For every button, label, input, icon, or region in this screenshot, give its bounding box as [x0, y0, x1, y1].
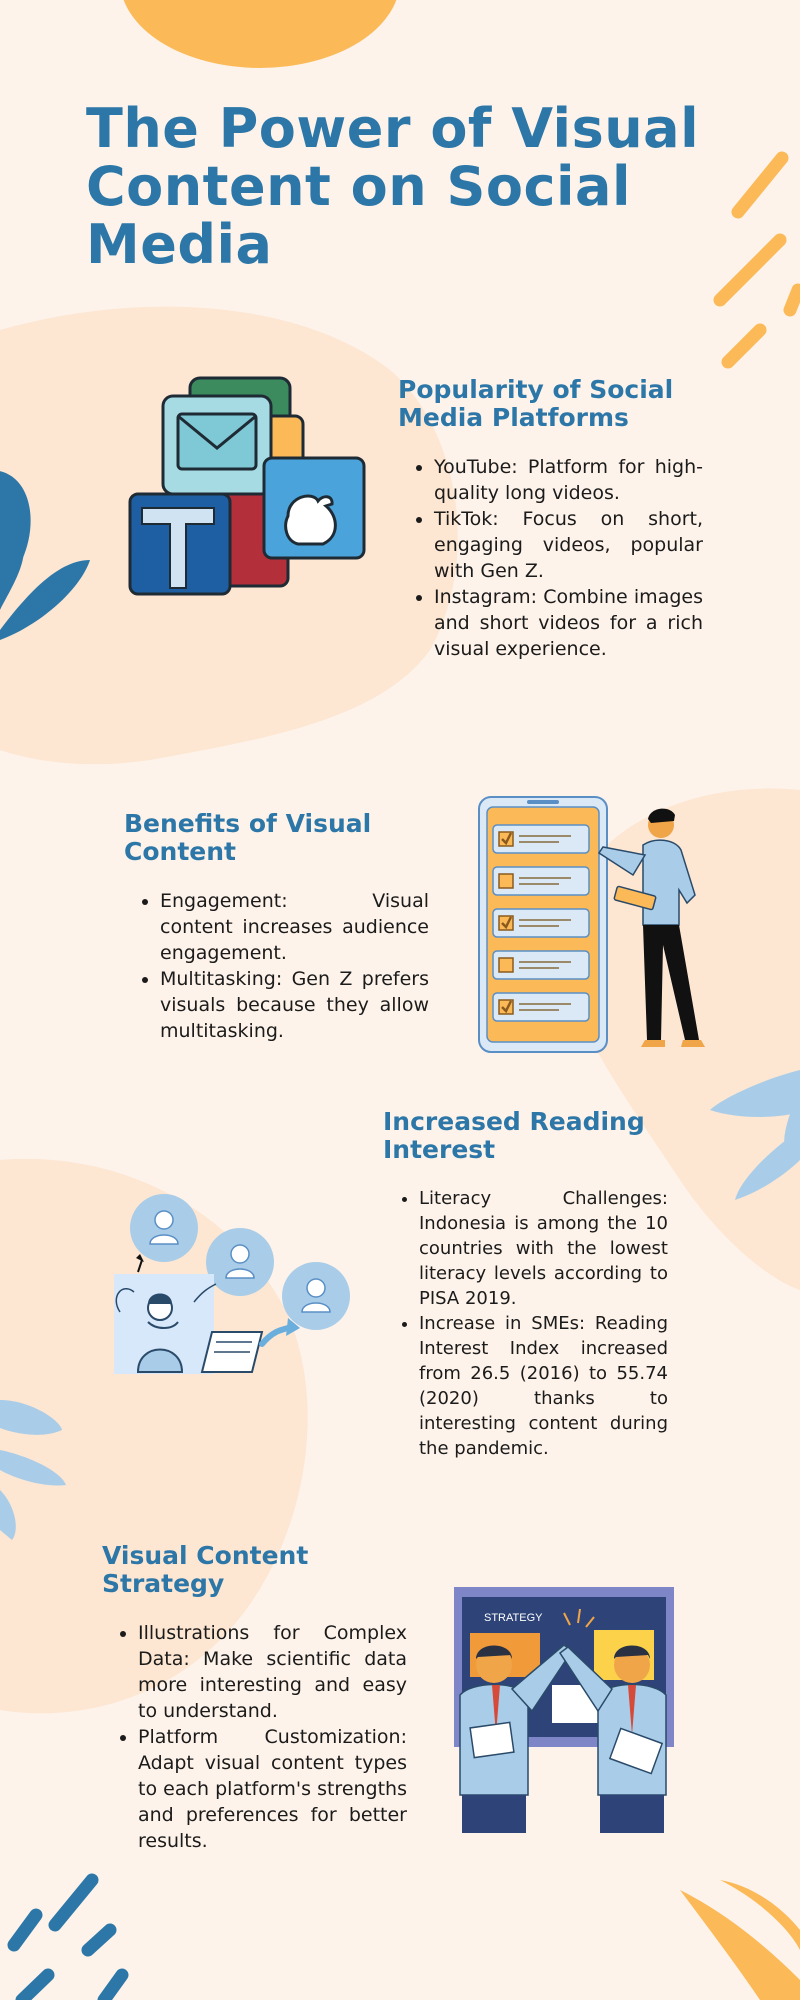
list-item: Multitasking: Gen Z prefers visuals beca… — [160, 966, 429, 1044]
list-item: YouTube: Platform for high-quality long … — [434, 454, 703, 506]
light-leaf-left — [0, 1400, 66, 1540]
blue-leaf-left — [0, 471, 90, 640]
yellow-dashes — [713, 151, 800, 369]
section-reading-interest: Increased Reading Interest Literacy Chal… — [383, 1108, 668, 1461]
section-heading: Increased Reading Interest — [383, 1107, 645, 1164]
section-visual-strategy: Visual Content Strategy Illustrations fo… — [102, 1542, 407, 1854]
social-apps-illustration — [128, 376, 366, 596]
bullet-list: Illustrations for Complex Data: Make sci… — [102, 1620, 407, 1854]
bullet-list: Literacy Challenges: Indonesia is among … — [383, 1186, 668, 1461]
list-item: Literacy Challenges: Indonesia is among … — [419, 1186, 668, 1311]
section-heading: Popularity of Social Media Platforms — [398, 375, 674, 432]
blue-strokes-bottom — [7, 1873, 129, 2000]
phone-checklist-illustration — [478, 796, 705, 1053]
list-item: Engagement: Visual content increases aud… — [160, 888, 429, 966]
strategy-board-label: STRATEGY — [484, 1612, 543, 1624]
sun-shape — [123, 0, 397, 68]
strategy-highfive-illustration: STRATEGY — [454, 1587, 674, 1833]
section-benefits: Benefits of Visual Content Engagement: V… — [124, 810, 429, 1044]
list-item: Instagram: Combine images and short vide… — [434, 584, 703, 662]
bullet-list: Engagement: Visual content increases aud… — [124, 888, 429, 1044]
people-network-illustration — [114, 1194, 350, 1374]
blob-right — [562, 788, 800, 1290]
list-item: Illustrations for Complex Data: Make sci… — [138, 1620, 407, 1724]
list-item: TikTok: Focus on short, engaging videos,… — [434, 506, 703, 584]
light-leaf-right — [710, 1070, 800, 1200]
section-social-platforms: Popularity of Social Media Platforms You… — [398, 376, 703, 662]
bullet-list: YouTube: Platform for high-quality long … — [398, 454, 703, 662]
section-heading: Visual Content Strategy — [102, 1541, 309, 1598]
list-item: Platform Customization: Adapt visual con… — [138, 1724, 407, 1854]
page-title: The Power of Visual Content on Social Me… — [86, 97, 700, 276]
blob-left — [0, 1158, 308, 1714]
yellow-leaf-bottom — [680, 1890, 800, 2000]
section-heading: Benefits of Visual Content — [124, 809, 372, 866]
list-item: Increase in SMEs: Reading Interest Index… — [419, 1311, 668, 1461]
